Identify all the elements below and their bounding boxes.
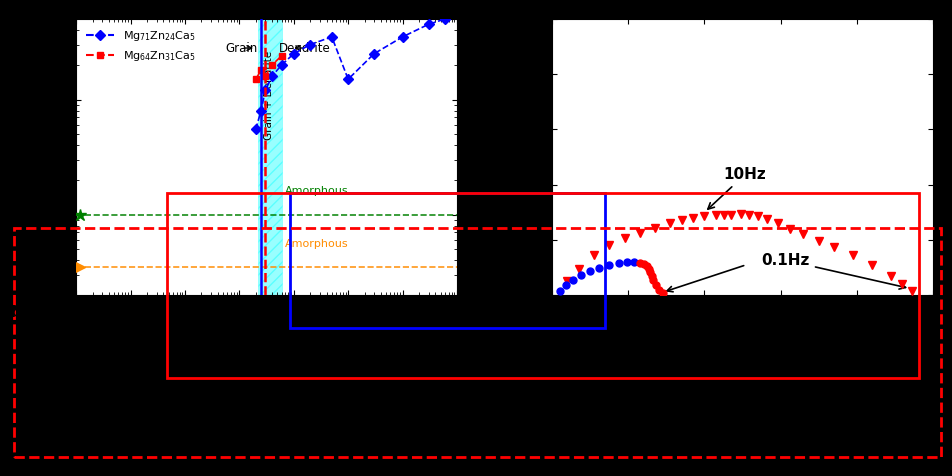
- Text: (b): (b): [5, 305, 30, 319]
- Text: Dendrite: Dendrite: [279, 41, 331, 55]
- X-axis label: Average Microstructure Size (nm): Average Microstructure Size (nm): [162, 324, 371, 337]
- Text: 0.1Hz: 0.1Hz: [762, 253, 905, 289]
- Y-axis label: Z ima (ohm cm²): Z ima (ohm cm²): [503, 104, 515, 210]
- Bar: [258, 19, 282, 295]
- Y-axis label: Current Density (A cm⁻²): Current Density (A cm⁻²): [19, 79, 32, 235]
- Text: Grain + Dendrite: Grain + Dendrite: [264, 51, 274, 140]
- Text: Amorphous: Amorphous: [286, 187, 349, 197]
- X-axis label: Z real (ohm cm²): Z real (ohm cm²): [689, 319, 796, 333]
- Text: 10Hz: 10Hz: [708, 167, 766, 209]
- Text: Grain: Grain: [226, 41, 257, 55]
- Text: Amorphous: Amorphous: [286, 239, 349, 249]
- Legend: Mg$_{71}$Zn$_{24}$Ca$_5$, Mg$_{64}$Zn$_{31}$Ca$_5$: Mg$_{71}$Zn$_{24}$Ca$_5$, Mg$_{64}$Zn$_{…: [82, 25, 200, 67]
